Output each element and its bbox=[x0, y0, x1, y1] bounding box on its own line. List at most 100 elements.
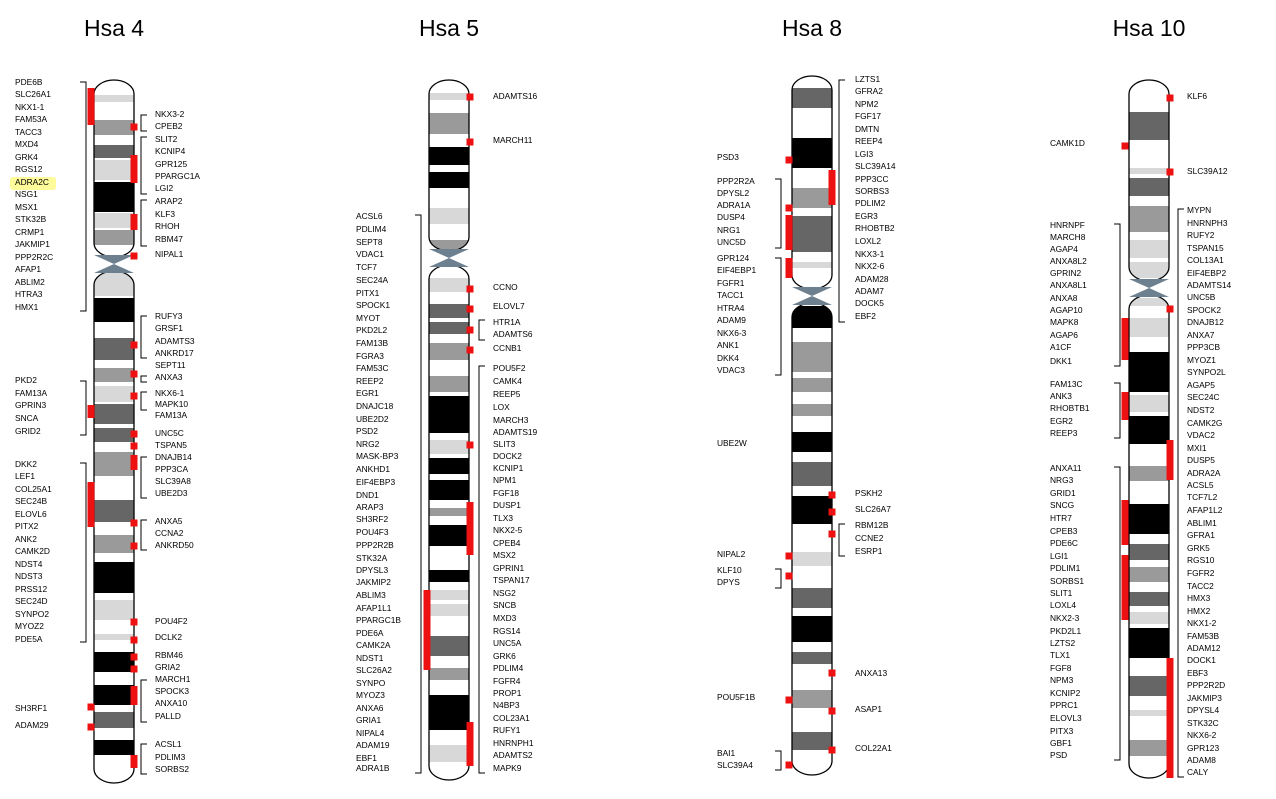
gene-group-bracket bbox=[838, 79, 845, 323]
gene-label: ABLIM3 bbox=[356, 590, 386, 600]
gene-label: FGFR1 bbox=[717, 278, 745, 288]
chromosome-band bbox=[429, 458, 469, 474]
chromosome-band bbox=[429, 172, 469, 188]
gene-marker-bar bbox=[130, 155, 138, 183]
gene-label: MARCH3 bbox=[493, 415, 529, 425]
gene-label: NKX1-1 bbox=[15, 102, 45, 112]
chromosome-band bbox=[94, 712, 134, 728]
gene-label: DUSP4 bbox=[717, 212, 745, 222]
gene-group-bracket bbox=[838, 523, 845, 557]
gene-label: ASAP1 bbox=[855, 704, 882, 714]
gene-group-bracket bbox=[140, 519, 147, 551]
chromosome-band bbox=[1129, 592, 1169, 606]
gene-label: NKX2-3 bbox=[1050, 613, 1080, 623]
gene-label: LEF1 bbox=[15, 471, 35, 481]
gene-label: AGAP5 bbox=[1187, 380, 1215, 390]
gene-label: CCNO bbox=[493, 282, 518, 292]
gene-label: SPOCK3 bbox=[155, 686, 189, 696]
chromosome-band bbox=[792, 432, 832, 452]
gene-label: SYNPO2 bbox=[15, 609, 49, 619]
chromosome-band bbox=[429, 525, 469, 546]
chromosome-band bbox=[94, 740, 134, 755]
chromosome-band bbox=[94, 652, 134, 672]
gene-label: RHOBTB2 bbox=[855, 223, 895, 233]
chromosome-band bbox=[429, 278, 469, 292]
gene-marker bbox=[1121, 142, 1129, 150]
gene-label: PSKH2 bbox=[855, 488, 883, 498]
gene-markers bbox=[87, 88, 1174, 778]
gene-label: HNRNPH3 bbox=[1187, 218, 1228, 228]
gene-label: DKK4 bbox=[717, 353, 739, 363]
gene-label: VDAC1 bbox=[356, 249, 384, 259]
gene-label: MYOZ3 bbox=[356, 690, 385, 700]
gene-label: VDAC3 bbox=[717, 365, 745, 375]
gene-label: KCNIP2 bbox=[1050, 688, 1081, 698]
gene-label: RHOH bbox=[155, 221, 180, 231]
gene-label: ANXA5 bbox=[155, 516, 183, 526]
gene-label: UBE2D3 bbox=[155, 488, 188, 498]
gene-label: ABLIM1 bbox=[1187, 518, 1217, 528]
gene-group-bracket bbox=[140, 315, 147, 359]
gene-label: N4BP3 bbox=[493, 700, 520, 710]
gene-label: MSX1 bbox=[15, 202, 38, 212]
gene-label: SLIT1 bbox=[1050, 588, 1073, 598]
gene-label: AFAP1L1 bbox=[356, 603, 392, 613]
gene-label: AGAP6 bbox=[1050, 330, 1078, 340]
gene-label: DUSP5 bbox=[1187, 455, 1215, 465]
gene-label: MARCH8 bbox=[1050, 232, 1086, 242]
chromosome-band bbox=[792, 342, 832, 372]
gene-label: HMX1 bbox=[15, 302, 39, 312]
gene-label: POU4F2 bbox=[155, 616, 188, 626]
gene-label: DUSP1 bbox=[493, 500, 521, 510]
gene-label: FAM13C bbox=[1050, 379, 1083, 389]
gene-label: PDLIM4 bbox=[356, 224, 387, 234]
gene-label: EGR1 bbox=[356, 388, 379, 398]
gene-label: SPOCK1 bbox=[356, 300, 390, 310]
gene-label: PDE6B bbox=[15, 77, 43, 87]
chromosome-hsa4 bbox=[93, 79, 135, 784]
gene-marker bbox=[130, 442, 138, 450]
gene-label: PSD3 bbox=[717, 152, 739, 162]
gene-label: UBE2W bbox=[717, 438, 747, 448]
gene-label: TLX1 bbox=[1050, 650, 1070, 660]
gene-label: UNC5A bbox=[493, 638, 522, 648]
gene-label: SORBS1 bbox=[1050, 576, 1084, 586]
gene-label: SLC39A12 bbox=[1187, 166, 1228, 176]
gene-label: MSX2 bbox=[493, 550, 516, 560]
gene-label: GRK4 bbox=[15, 152, 38, 162]
gene-label: HNRNPF bbox=[1050, 220, 1085, 230]
gene-label: STK32B bbox=[15, 214, 47, 224]
chromosome-band bbox=[429, 604, 469, 616]
gene-label: ANKRD50 bbox=[155, 540, 194, 550]
gene-group-bracket bbox=[80, 81, 87, 312]
gene-marker bbox=[466, 305, 474, 313]
gene-label: NDST1 bbox=[356, 653, 384, 663]
gene-label: TCF7L2 bbox=[1187, 492, 1218, 502]
gene-label: ACSL1 bbox=[155, 739, 182, 749]
gene-marker bbox=[466, 93, 474, 101]
gene-marker-bar bbox=[130, 455, 138, 470]
gene-label: CRMP1 bbox=[15, 227, 45, 237]
gene-label: ACSL5 bbox=[1187, 480, 1214, 490]
chromosome-band bbox=[94, 160, 134, 180]
chromosome-band bbox=[1129, 740, 1169, 756]
gene-label: GPRIN3 bbox=[15, 400, 47, 410]
gene-label: UNC5B bbox=[1187, 292, 1216, 302]
gene-group-bracket bbox=[140, 136, 147, 195]
gene-label: RBM46 bbox=[155, 650, 183, 660]
chromosome-band bbox=[94, 368, 134, 382]
gene-marker bbox=[87, 723, 95, 731]
gene-label: PKD2L1 bbox=[1050, 626, 1082, 636]
gene-label: ANXA8 bbox=[1050, 293, 1078, 303]
gene-label: DMTN bbox=[855, 124, 879, 134]
centromere bbox=[792, 287, 832, 305]
chromosome-band bbox=[94, 562, 134, 593]
chromosome-band bbox=[792, 378, 832, 392]
gene-marker-bar bbox=[130, 214, 138, 230]
gene-label: AGAP10 bbox=[1050, 305, 1083, 315]
gene-label: PPP2R2A bbox=[717, 176, 755, 186]
gene-label: SLC26A1 bbox=[15, 89, 51, 99]
gene-label: A1CF bbox=[1050, 342, 1071, 352]
gene-label: SORBS2 bbox=[155, 764, 189, 774]
gene-label: NSG2 bbox=[493, 588, 516, 598]
